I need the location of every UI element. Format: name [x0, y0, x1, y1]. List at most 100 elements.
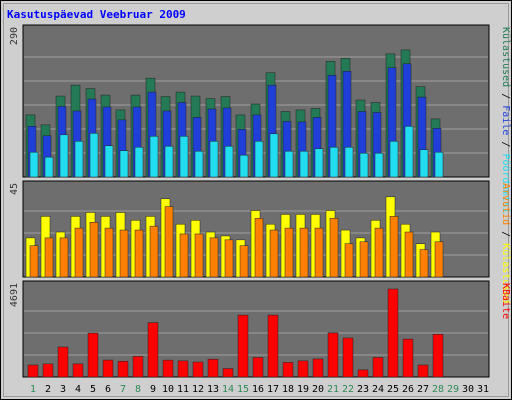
- panel-middle-legend-part-0: Arvutid: [500, 183, 511, 225]
- panel-middle-ymax-label: 45: [9, 183, 20, 195]
- day-label-25: 25: [387, 384, 399, 395]
- day-label-1: 1: [30, 384, 36, 395]
- day-label-2: 2: [45, 384, 51, 395]
- files-bar-day-22: [344, 146, 354, 178]
- files-bar-day-6: [104, 145, 114, 178]
- panel-top-legend-part-1: /: [500, 87, 511, 105]
- panel-middle-legend-part-2: Külastused: [500, 243, 511, 303]
- downloads-bar-day-19: [299, 227, 309, 278]
- panel-middle-legend-part-1: /: [500, 225, 511, 243]
- files-bar-day-27: [419, 149, 429, 178]
- kbytes-bar-day-25: [387, 288, 399, 378]
- panel-top-ymax-label: 290: [9, 27, 20, 45]
- kbytes-bar-day-10: [162, 359, 174, 378]
- downloads-bar-day-23: [359, 241, 369, 278]
- downloads-bar-day-13: [209, 237, 219, 278]
- downloads-bar-day-7: [119, 229, 129, 278]
- kbytes-bar-day-18: [282, 362, 294, 378]
- day-label-4: 4: [75, 384, 81, 395]
- kbytes-bar-day-7: [117, 360, 129, 378]
- day-label-22: 22: [342, 384, 354, 395]
- files-bar-day-2: [44, 156, 54, 178]
- downloads-bar-day-8: [134, 229, 144, 278]
- frame-inner-border: [3, 3, 509, 397]
- files-bar-day-23: [359, 152, 369, 178]
- kbytes-bar-day-16: [252, 357, 264, 378]
- files-bar-day-28: [434, 151, 444, 178]
- files-bar-day-3: [59, 134, 69, 178]
- day-label-12: 12: [192, 384, 204, 395]
- panel-bottom-ymax-label: 4691: [9, 283, 20, 307]
- files-bar-day-11: [179, 136, 189, 178]
- day-label-9: 9: [150, 384, 156, 395]
- day-label-20: 20: [312, 384, 324, 395]
- files-bar-day-21: [329, 146, 339, 178]
- day-label-29: 29: [447, 384, 459, 395]
- panel-bottom-legend: KBaite: [500, 283, 511, 319]
- files-bar-day-19: [299, 150, 309, 178]
- downloads-bar-day-28: [434, 241, 444, 278]
- kbytes-bar-day-20: [312, 358, 324, 378]
- downloads-bar-day-3: [59, 237, 69, 278]
- files-bar-day-20: [314, 148, 324, 178]
- kbytes-bar-day-27: [417, 364, 429, 378]
- day-label-21: 21: [327, 384, 339, 395]
- downloads-bar-day-16: [254, 218, 264, 278]
- downloads-bar-day-6: [104, 227, 114, 278]
- downloads-bar-day-22: [344, 243, 354, 278]
- files-bar-day-24: [374, 152, 384, 178]
- files-bar-day-15: [239, 154, 249, 178]
- kbytes-bar-day-23: [357, 369, 369, 378]
- files-bar-day-13: [209, 140, 219, 178]
- kbytes-bar-day-4: [72, 363, 84, 378]
- downloads-bar-day-2: [44, 237, 54, 278]
- files-bar-day-1: [29, 151, 39, 178]
- kbytes-bar-day-19: [297, 360, 309, 378]
- day-label-15: 15: [237, 384, 249, 395]
- files-bar-day-9: [149, 136, 159, 178]
- kbytes-bar-day-8: [132, 356, 144, 378]
- downloads-bar-day-4: [74, 227, 84, 278]
- kbytes-bar-day-3: [57, 346, 69, 378]
- downloads-bar-day-10: [164, 206, 174, 278]
- downloads-bar-day-27: [419, 249, 429, 278]
- downloads-bar-day-14: [224, 239, 234, 278]
- day-label-13: 13: [207, 384, 219, 395]
- day-label-23: 23: [357, 384, 369, 395]
- kbytes-bar-day-24: [372, 357, 384, 378]
- kbytes-bar-day-22: [342, 337, 354, 378]
- panel-top-legend-part-0: Külastused: [500, 27, 511, 87]
- kbytes-bar-day-6: [102, 359, 114, 378]
- kbytes-bar-day-14: [222, 368, 234, 378]
- downloads-bar-day-24: [374, 227, 384, 278]
- panel-bottom-legend-part-0: KBaite: [500, 283, 511, 319]
- files-bar-day-12: [194, 150, 204, 178]
- files-bar-day-5: [89, 133, 99, 178]
- day-label-7: 7: [120, 384, 126, 395]
- files-bar-day-17: [269, 133, 279, 178]
- chart-title: Kasutuspäevad Veebruar 2009: [7, 8, 186, 21]
- kbytes-bar-day-11: [177, 360, 189, 378]
- files-bar-day-18: [284, 150, 294, 178]
- day-label-5: 5: [90, 384, 96, 395]
- downloads-bar-day-15: [239, 245, 249, 278]
- day-label-14: 14: [222, 384, 234, 395]
- day-label-10: 10: [162, 384, 174, 395]
- panel-top-legend-part-3: /: [500, 135, 511, 153]
- files-bar-day-8: [134, 146, 144, 178]
- kbytes-bar-day-1: [27, 364, 39, 378]
- kbytes-bar-day-28: [432, 333, 444, 378]
- day-label-26: 26: [402, 384, 414, 395]
- kbytes-bar-day-17: [267, 314, 279, 378]
- day-label-19: 19: [297, 384, 309, 395]
- day-label-8: 8: [135, 384, 141, 395]
- files-bar-day-16: [254, 140, 264, 178]
- day-label-31: 31: [477, 384, 489, 395]
- panel-middle-legend: Arvutid / Külastused: [500, 183, 511, 303]
- kbytes-bar-day-12: [192, 361, 204, 378]
- panel-top-legend-part-4: Pöördumisi: [500, 153, 511, 213]
- day-axis-labels: 1 2 3 4 5 6 7 8 9 10 11 12 13 14 15 16 17 18 19 20 21 22 23 24 2…: [30, 384, 489, 395]
- day-label-11: 11: [177, 384, 189, 395]
